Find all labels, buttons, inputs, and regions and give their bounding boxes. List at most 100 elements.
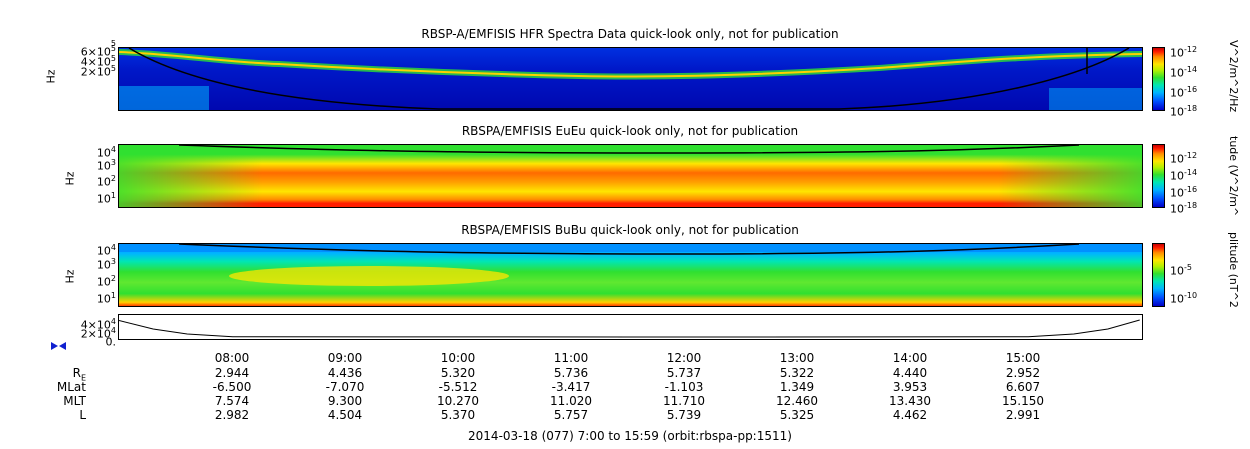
ephemeris-cell-mlt: 7.574 bbox=[214, 394, 250, 408]
ephemeris-cell-l: 2.982 bbox=[214, 408, 250, 422]
ephemeris-cell-mlat: -3.417 bbox=[551, 380, 591, 394]
ephemeris-cell-l: 5.739 bbox=[666, 408, 702, 422]
eueu-ytick: 102 bbox=[96, 174, 116, 189]
time-label: 08:00 bbox=[214, 351, 250, 365]
time-label: 14:00 bbox=[892, 351, 928, 365]
hfr-cbar-tick: 10-18 bbox=[1170, 104, 1198, 119]
time-label: 10:00 bbox=[440, 351, 476, 365]
orbit-marker-icon bbox=[51, 342, 66, 350]
ephemeris-cell-r: 4.440 bbox=[892, 366, 928, 380]
ephemeris-cell-mlat: 1.349 bbox=[779, 380, 815, 394]
ephemeris-cell-mlat: 3.953 bbox=[892, 380, 928, 394]
ephemeris-cell-r: 5.736 bbox=[553, 366, 589, 380]
ephemeris-cell-mlt: 11.020 bbox=[550, 394, 592, 408]
bubu-ytick: 102 bbox=[96, 274, 116, 289]
row-label-r: RE bbox=[72, 366, 86, 383]
time-label: 13:00 bbox=[779, 351, 815, 365]
eueu-top-band bbox=[119, 145, 1142, 154]
eueu-cbar-label: tude (V^2/m^ bbox=[1227, 136, 1240, 217]
ephemeris-cell-l: 5.757 bbox=[553, 408, 589, 422]
bubu-cbar-label: plitude (nT^2 bbox=[1227, 232, 1240, 308]
ephemeris-cell-mlat: 6.607 bbox=[1005, 380, 1041, 394]
eueu-ytick: 104 bbox=[96, 145, 116, 160]
line-trace bbox=[119, 319, 1140, 338]
ephemeris-cell-mlt: 9.300 bbox=[327, 394, 363, 408]
bubu-trace bbox=[178, 244, 1080, 255]
hfr-ytick: 2×105 bbox=[80, 64, 116, 79]
bubu-cbar-tick: 10-10 bbox=[1170, 291, 1198, 306]
row-label-mlt: MLT bbox=[63, 394, 86, 408]
eueu-cbar-tick: 10-14 bbox=[1170, 168, 1198, 183]
bubu-colorbar bbox=[1152, 243, 1165, 307]
hfr-spectrogram bbox=[118, 47, 1143, 111]
hfr-cbar-tick: 10-14 bbox=[1170, 65, 1198, 80]
ephemeris-cell-r: 2.952 bbox=[1005, 366, 1041, 380]
bubu-ytick: 104 bbox=[96, 243, 116, 258]
eueu-trace bbox=[178, 145, 1080, 154]
ephemeris-cell-mlat: -7.070 bbox=[325, 380, 365, 394]
time-label: 09:00 bbox=[327, 351, 363, 365]
ephemeris-cell-l: 5.325 bbox=[779, 408, 815, 422]
bubu-ytick: 103 bbox=[96, 257, 116, 272]
ephemeris-cell-mlt: 10.270 bbox=[437, 394, 479, 408]
time-label: 15:00 bbox=[1005, 351, 1041, 365]
bubu-spectrogram bbox=[118, 243, 1143, 307]
hfr-cbar-tick: 10-16 bbox=[1170, 85, 1198, 100]
ephemeris-cell-l: 4.504 bbox=[327, 408, 363, 422]
hfr-ytick: 6×105 bbox=[80, 44, 116, 59]
ephemeris-cell-mlt: 12.460 bbox=[776, 394, 818, 408]
bubu-chorus-region bbox=[229, 266, 509, 286]
hfr-plasma-line bbox=[119, 51, 1142, 78]
hfr-low-band-left bbox=[119, 86, 209, 110]
hfr-cbar-label: V^2/m^2/Hz bbox=[1227, 40, 1240, 113]
bubu-title: RBSPA/EMFISIS BuBu quick-look only, not … bbox=[461, 223, 799, 237]
ephemeris-cell-mlat: -6.500 bbox=[212, 380, 252, 394]
bubu-top-band bbox=[119, 244, 1142, 252]
ephemeris-cell-r: 5.320 bbox=[440, 366, 476, 380]
ephemeris-cell-r: 4.436 bbox=[327, 366, 363, 380]
line-panel bbox=[118, 314, 1143, 340]
ephemeris-cell-mlt: 15.150 bbox=[1002, 394, 1044, 408]
ephemeris-cell-r: 2.944 bbox=[214, 366, 250, 380]
eueu-cbar-tick: 10-16 bbox=[1170, 185, 1198, 200]
hfr-spectrogram-svg bbox=[119, 48, 1142, 110]
eueu-ytick: 101 bbox=[96, 191, 116, 206]
bubu-spectrogram-svg bbox=[119, 244, 1142, 306]
line-ytick: 4×104 bbox=[80, 317, 116, 332]
bubu-cbar-tick: 10-5 bbox=[1170, 263, 1192, 278]
line-ytick: 0. bbox=[105, 335, 117, 349]
time-label: 11:00 bbox=[553, 351, 589, 365]
eueu-edge-overlay bbox=[119, 145, 1142, 207]
line-ytick: 2×104 bbox=[80, 326, 116, 341]
ephemeris-cell-mlat: -5.512 bbox=[438, 380, 478, 394]
ephemeris-cell-r: 5.322 bbox=[779, 366, 815, 380]
eueu-ytick: 103 bbox=[96, 158, 116, 173]
hfr-colorbar bbox=[1152, 47, 1165, 111]
ephemeris-cell-r: 5.737 bbox=[666, 366, 702, 380]
hfr-trace bbox=[128, 48, 1130, 110]
ephemeris-cell-mlt: 13.430 bbox=[889, 394, 931, 408]
eueu-spectrogram-svg bbox=[119, 145, 1142, 207]
hfr-title: RBSP-A/EMFISIS HFR Spectra Data quick-lo… bbox=[421, 27, 839, 41]
hfr-ytick: 5 bbox=[110, 39, 116, 48]
eueu-colorbar bbox=[1152, 144, 1165, 208]
eueu-cbar-tick: 10-12 bbox=[1170, 151, 1198, 166]
hfr-cbar-tick: 10-12 bbox=[1170, 45, 1198, 60]
ephemeris-cell-l: 4.462 bbox=[892, 408, 928, 422]
hfr-ylabel: Hz bbox=[44, 69, 58, 84]
bubu-ytick: 101 bbox=[96, 291, 116, 306]
hfr-ytick: 4×105 bbox=[80, 54, 116, 69]
footer-label: 2014-03-18 (077) 7:00 to 15:59 (orbit:rb… bbox=[468, 429, 792, 443]
ephemeris-cell-l: 2.991 bbox=[1005, 408, 1041, 422]
ephemeris-cell-mlt: 11.710 bbox=[663, 394, 705, 408]
ephemeris-cell-mlat: -1.103 bbox=[664, 380, 704, 394]
row-label-mlat: MLat bbox=[56, 380, 86, 394]
ephemeris-cell-l: 5.370 bbox=[440, 408, 476, 422]
row-label-l: L bbox=[79, 408, 86, 422]
eueu-title: RBSPA/EMFISIS EuEu quick-look only, not … bbox=[461, 124, 799, 138]
time-label: 12:00 bbox=[666, 351, 702, 365]
line-panel-svg bbox=[119, 319, 1140, 338]
eueu-spectrogram bbox=[118, 144, 1143, 208]
hfr-low-band-right bbox=[1049, 88, 1142, 110]
eueu-cbar-tick: 10-18 bbox=[1170, 201, 1198, 216]
